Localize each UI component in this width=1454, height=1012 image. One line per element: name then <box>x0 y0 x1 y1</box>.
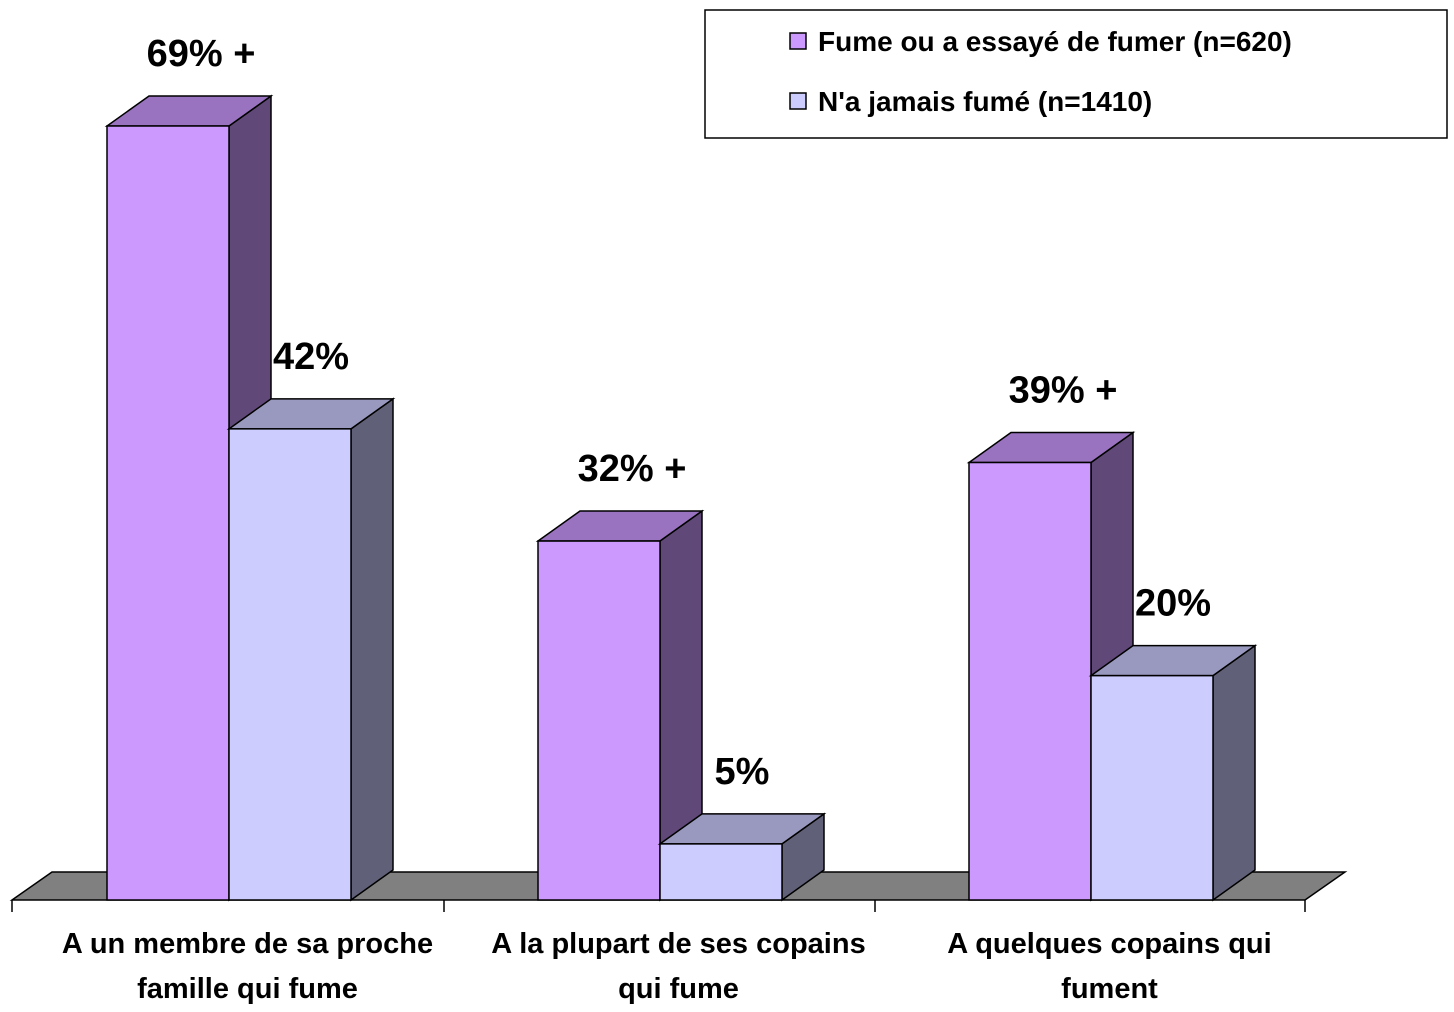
legend-label: N'a jamais fumé (n=1410) <box>818 86 1152 117</box>
bar <box>537 540 661 901</box>
bar <box>106 125 230 901</box>
x-tick-label: A la plupart de ses copains qui fume <box>491 928 866 1005</box>
bar-side <box>1212 644 1256 902</box>
bar <box>228 428 352 901</box>
value-label: 39% + <box>1009 370 1118 412</box>
bar <box>659 843 783 901</box>
value-label: 69% + <box>147 33 256 75</box>
value-label: 32% + <box>578 448 687 490</box>
value-label: 20% <box>1135 583 1211 625</box>
legend-swatch <box>789 92 807 110</box>
value-label: 5% <box>715 751 770 793</box>
legend-box <box>704 9 1448 139</box>
bar <box>968 461 1092 901</box>
value-label: 42% <box>273 336 349 378</box>
x-tick-label: A quelques copains qui fument <box>947 928 1272 1005</box>
bar-side <box>350 397 394 902</box>
bar <box>1090 674 1214 901</box>
legend-label: Fume ou a essayé de fumer (n=620) <box>818 26 1292 57</box>
legend-swatch <box>789 32 807 50</box>
x-tick-label: A un membre de sa proche famille qui fum… <box>61 928 434 1005</box>
